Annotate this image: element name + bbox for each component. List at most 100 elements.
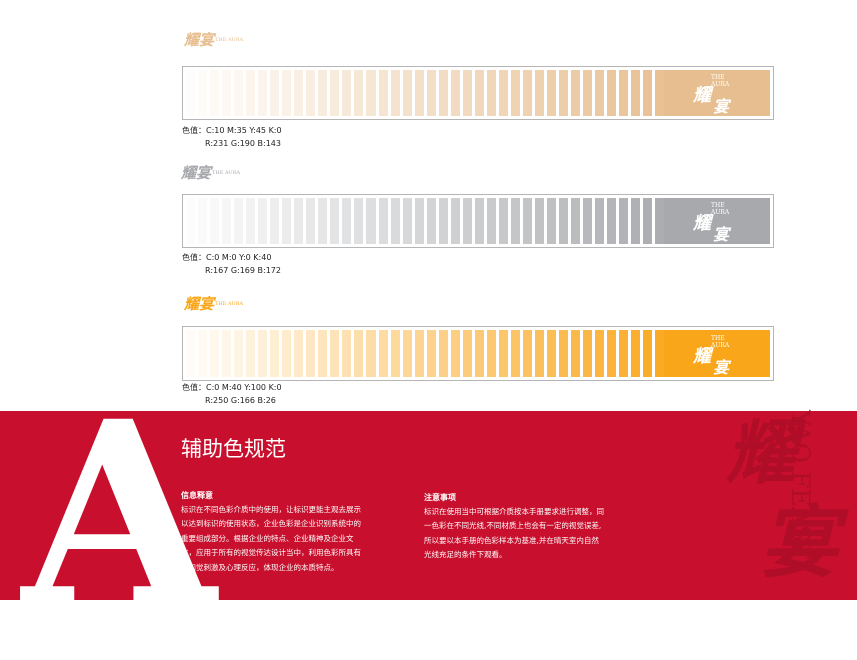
tint-bar <box>619 198 629 244</box>
tint-bar <box>510 330 520 377</box>
tint-bar <box>595 70 605 116</box>
tint-bar <box>198 70 208 116</box>
tint-bar <box>210 198 220 244</box>
tint-bar <box>571 198 581 244</box>
tint-bar <box>282 330 292 377</box>
mark-char-1: 耀 <box>693 85 711 106</box>
tint-bar <box>546 70 556 116</box>
tint-bar <box>486 198 496 244</box>
tint-bar <box>643 198 653 244</box>
tint-bar <box>558 198 568 244</box>
tint-bar <box>595 198 605 244</box>
tint-bar <box>402 198 412 244</box>
tint-strip-tan: 耀 THE AURA 宴 <box>182 66 774 120</box>
tint-bar <box>258 330 268 377</box>
solid-swatch-tan: 耀 THE AURA 宴 <box>664 70 770 116</box>
tint-bar <box>583 70 593 116</box>
tint-bar <box>330 198 340 244</box>
tint-bar <box>294 70 304 116</box>
info-paragraph: 标识在不同色彩介质中的使用，让标识更能主观去展示 以达到标识的使用状态，企业色彩… <box>181 503 361 575</box>
mark-tag-line-2: AURA <box>711 341 730 349</box>
tint-bar <box>546 198 556 244</box>
tint-bar <box>294 198 304 244</box>
tint-bar <box>258 70 268 116</box>
tint-bar <box>438 70 448 116</box>
brand-logo-mark: 耀宴 <box>184 31 215 49</box>
mark-tag-line-1: THE <box>711 334 725 342</box>
tint-bar <box>330 70 340 116</box>
tint-bar <box>607 330 617 377</box>
mark-dot <box>705 91 710 96</box>
tint-bar <box>462 70 472 116</box>
tint-bar <box>378 198 388 244</box>
tint-bar <box>450 330 460 377</box>
tint-bar <box>366 330 376 377</box>
mark-tag-line-1: THE <box>711 74 725 81</box>
tint-bar <box>366 70 376 116</box>
tint-bar <box>558 70 568 116</box>
tint-gradient-bars <box>186 198 665 244</box>
tint-bar <box>186 198 196 244</box>
tint-bar <box>558 330 568 377</box>
brand-logo-small-3: 耀宴THE AURA <box>184 297 243 312</box>
tint-bar <box>390 70 400 116</box>
tint-bar <box>619 70 629 116</box>
brand-logo-mark: 耀宴 <box>184 295 215 313</box>
cmyk-value: 色值：C:0 M:0 Y:0 K:40 <box>182 253 272 262</box>
tint-bar <box>270 198 280 244</box>
tint-bar <box>354 198 364 244</box>
tint-strip-orange: 耀 THE AURA 宴 <box>182 326 774 381</box>
section-footer-band <box>0 411 857 600</box>
watermark-en: YAO FEAST <box>786 410 815 559</box>
tint-bar <box>390 330 400 377</box>
tint-bar <box>234 198 244 244</box>
tint-bar <box>222 330 232 377</box>
tint-bar <box>522 330 532 377</box>
watermark-han-1: 耀 <box>726 411 796 494</box>
mark-dot <box>705 351 710 357</box>
tint-bar <box>450 70 460 116</box>
brand-logo-tag: THE AURA <box>215 301 244 307</box>
tint-bar <box>631 330 641 377</box>
tint-bar <box>246 198 256 244</box>
tint-bar <box>426 70 436 116</box>
tint-bar <box>246 330 256 377</box>
tint-strip-gray: 耀 THE AURA 宴 <box>182 194 774 248</box>
tint-bar <box>474 198 484 244</box>
tint-bar <box>186 330 196 377</box>
tint-bar <box>450 198 460 244</box>
tint-bar <box>619 330 629 377</box>
rgb-value: R:250 G:166 B:26 <box>205 396 276 405</box>
info-line: 标识在不同色彩介质中的使用，让标识更能主观去展示 <box>181 505 361 514</box>
rgb-value: R:167 G:169 B:172 <box>205 266 281 275</box>
tint-bar <box>438 198 448 244</box>
brand-logo-small-1: 耀宴THE AURA <box>184 33 243 48</box>
color-values-gray: 色值：C:0 M:0 Y:0 K:40 R:167 G:169 B:172 <box>182 251 281 277</box>
tint-bar <box>198 198 208 244</box>
tint-bar <box>330 330 340 377</box>
rgb-value: R:231 G:190 B:143 <box>205 139 281 148</box>
swatch-brand-mark: 耀 THE AURA 宴 <box>687 74 747 117</box>
tint-bar <box>474 330 484 377</box>
tint-bar <box>510 70 520 116</box>
tint-bar <box>474 70 484 116</box>
notes-heading: 注意事项 <box>424 493 456 502</box>
tint-bar <box>462 330 472 377</box>
tint-bar <box>366 198 376 244</box>
tint-bar <box>426 330 436 377</box>
info-line: 以达到标识的使用状态，企业色彩是企业识别系统中的 <box>181 519 361 529</box>
tint-bar <box>571 70 581 116</box>
tint-bar <box>402 330 412 377</box>
tint-bar <box>306 198 316 244</box>
swatch-brand-mark: 耀 THE AURA 宴 <box>687 334 747 377</box>
tint-bar <box>498 330 508 377</box>
color-values-orange: 色值：C:0 M:40 Y:100 K:0 R:250 G:166 B:26 <box>182 381 282 407</box>
tint-bar <box>655 330 665 377</box>
tint-bar <box>318 330 328 377</box>
tint-bar <box>246 70 256 116</box>
tint-bar <box>234 70 244 116</box>
tint-bar <box>342 330 352 377</box>
tint-bar <box>583 198 593 244</box>
tint-bar <box>294 330 304 377</box>
tint-bar <box>595 330 605 377</box>
